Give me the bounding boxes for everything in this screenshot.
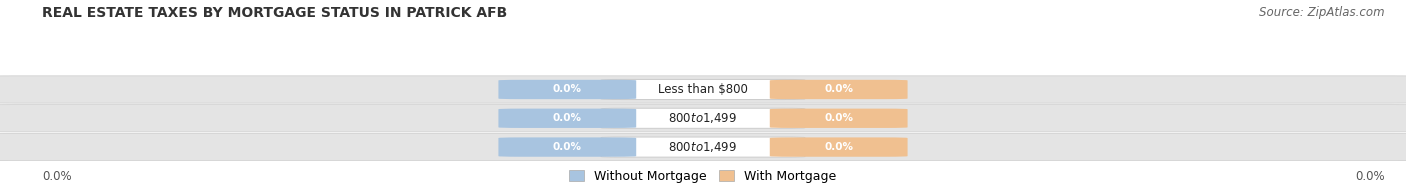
Text: 0.0%: 0.0% [553,84,582,94]
FancyBboxPatch shape [770,80,908,99]
FancyBboxPatch shape [770,137,908,157]
FancyBboxPatch shape [602,79,806,100]
Text: 0.0%: 0.0% [824,113,853,123]
FancyBboxPatch shape [0,133,1406,161]
FancyBboxPatch shape [498,109,637,128]
FancyBboxPatch shape [602,137,806,157]
Text: $800 to $1,499: $800 to $1,499 [668,140,738,154]
Text: 0.0%: 0.0% [824,142,853,152]
Legend: Without Mortgage, With Mortgage: Without Mortgage, With Mortgage [564,165,842,188]
Text: 0.0%: 0.0% [553,142,582,152]
Text: Less than $800: Less than $800 [658,83,748,96]
Text: $800 to $1,499: $800 to $1,499 [668,111,738,125]
FancyBboxPatch shape [498,137,637,157]
Text: 0.0%: 0.0% [1355,170,1385,183]
FancyBboxPatch shape [602,108,806,128]
Text: Source: ZipAtlas.com: Source: ZipAtlas.com [1260,6,1385,19]
FancyBboxPatch shape [498,80,637,99]
Text: REAL ESTATE TAXES BY MORTGAGE STATUS IN PATRICK AFB: REAL ESTATE TAXES BY MORTGAGE STATUS IN … [42,6,508,20]
FancyBboxPatch shape [0,105,1406,132]
Text: 0.0%: 0.0% [824,84,853,94]
FancyBboxPatch shape [0,76,1406,103]
Text: 0.0%: 0.0% [553,113,582,123]
Text: 0.0%: 0.0% [42,170,72,183]
FancyBboxPatch shape [770,109,908,128]
